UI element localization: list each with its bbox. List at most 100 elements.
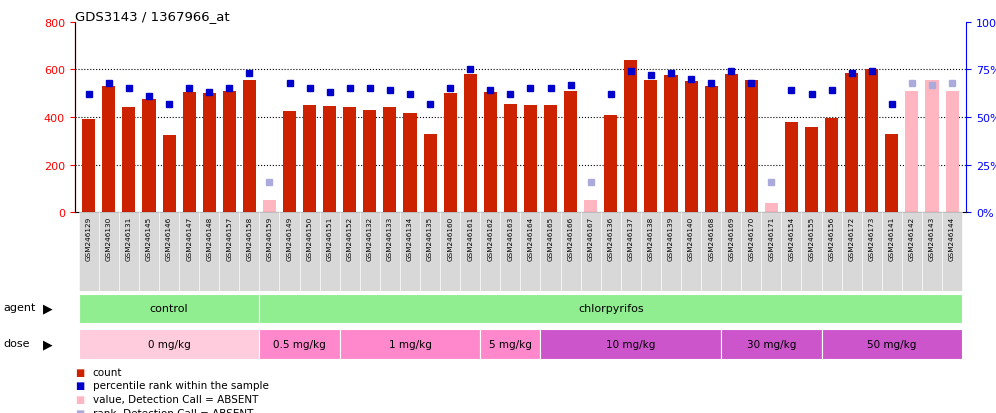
- Bar: [644, 81, 657, 213]
- Text: GSM246148: GSM246148: [206, 216, 212, 261]
- Text: GSM246146: GSM246146: [166, 216, 172, 261]
- Bar: [123, 108, 135, 213]
- Bar: [885, 134, 898, 213]
- FancyBboxPatch shape: [822, 213, 842, 291]
- FancyBboxPatch shape: [862, 213, 881, 291]
- FancyBboxPatch shape: [300, 213, 320, 291]
- FancyBboxPatch shape: [340, 213, 360, 291]
- Text: 30 mg/kg: 30 mg/kg: [747, 339, 796, 349]
- Bar: [544, 106, 557, 213]
- Bar: [303, 106, 316, 213]
- Bar: [765, 203, 778, 213]
- Text: 0 mg/kg: 0 mg/kg: [147, 339, 190, 349]
- Text: GSM246162: GSM246162: [487, 216, 493, 261]
- FancyBboxPatch shape: [601, 213, 621, 291]
- Text: 10 mg/kg: 10 mg/kg: [607, 339, 655, 349]
- FancyBboxPatch shape: [179, 213, 199, 291]
- FancyBboxPatch shape: [842, 213, 862, 291]
- FancyBboxPatch shape: [259, 213, 280, 291]
- Bar: [423, 134, 436, 213]
- FancyBboxPatch shape: [239, 213, 259, 291]
- Bar: [203, 94, 216, 213]
- Bar: [585, 201, 598, 213]
- FancyBboxPatch shape: [320, 213, 340, 291]
- Text: chlorpyrifos: chlorpyrifos: [578, 304, 643, 314]
- Bar: [504, 104, 517, 213]
- Bar: [524, 106, 537, 213]
- Bar: [323, 107, 337, 213]
- Bar: [785, 122, 798, 213]
- Text: ■: ■: [75, 394, 84, 404]
- FancyBboxPatch shape: [480, 329, 541, 358]
- Text: GSM246133: GSM246133: [386, 216, 392, 261]
- FancyBboxPatch shape: [340, 329, 480, 358]
- FancyBboxPatch shape: [761, 213, 782, 291]
- Text: GSM246171: GSM246171: [768, 216, 774, 261]
- Bar: [805, 127, 818, 213]
- FancyBboxPatch shape: [79, 213, 99, 291]
- Text: GDS3143 / 1367966_at: GDS3143 / 1367966_at: [75, 10, 229, 23]
- Bar: [464, 75, 477, 213]
- FancyBboxPatch shape: [79, 329, 259, 358]
- Text: GSM246157: GSM246157: [226, 216, 232, 261]
- Text: GSM246140: GSM246140: [688, 216, 694, 261]
- Text: GSM246151: GSM246151: [327, 216, 333, 261]
- FancyBboxPatch shape: [460, 213, 480, 291]
- Bar: [182, 93, 195, 213]
- Text: GSM246152: GSM246152: [347, 216, 353, 261]
- Text: count: count: [93, 367, 123, 377]
- Bar: [263, 201, 276, 213]
- FancyBboxPatch shape: [901, 213, 922, 291]
- Text: ▶: ▶: [43, 337, 53, 350]
- Bar: [624, 61, 637, 213]
- FancyBboxPatch shape: [199, 213, 219, 291]
- Text: GSM246147: GSM246147: [186, 216, 192, 261]
- Text: ■: ■: [75, 380, 84, 390]
- Text: GSM246158: GSM246158: [246, 216, 252, 261]
- Text: GSM246129: GSM246129: [86, 216, 92, 261]
- FancyBboxPatch shape: [621, 213, 640, 291]
- Text: GSM246132: GSM246132: [367, 216, 373, 261]
- FancyBboxPatch shape: [360, 213, 379, 291]
- Text: dose: dose: [3, 339, 30, 349]
- FancyBboxPatch shape: [661, 213, 681, 291]
- FancyBboxPatch shape: [721, 329, 822, 358]
- FancyBboxPatch shape: [520, 213, 541, 291]
- Text: rank, Detection Call = ABSENT: rank, Detection Call = ABSENT: [93, 408, 253, 413]
- Bar: [725, 75, 738, 213]
- Text: GSM246169: GSM246169: [728, 216, 734, 261]
- Bar: [162, 135, 175, 213]
- Bar: [283, 112, 296, 213]
- FancyBboxPatch shape: [541, 213, 561, 291]
- Text: GSM246136: GSM246136: [608, 216, 614, 261]
- Bar: [605, 115, 618, 213]
- Text: ■: ■: [75, 408, 84, 413]
- Text: agent: agent: [3, 303, 36, 313]
- Bar: [945, 92, 958, 213]
- Text: GSM246165: GSM246165: [548, 216, 554, 261]
- FancyBboxPatch shape: [561, 213, 581, 291]
- Text: GSM246167: GSM246167: [588, 216, 594, 261]
- FancyBboxPatch shape: [822, 329, 962, 358]
- FancyBboxPatch shape: [99, 213, 119, 291]
- FancyBboxPatch shape: [219, 213, 239, 291]
- FancyBboxPatch shape: [500, 213, 520, 291]
- Text: GSM246164: GSM246164: [528, 216, 534, 261]
- Text: percentile rank within the sample: percentile rank within the sample: [93, 380, 269, 390]
- Text: GSM246168: GSM246168: [708, 216, 714, 261]
- FancyBboxPatch shape: [379, 213, 400, 291]
- Bar: [846, 74, 859, 213]
- Bar: [83, 120, 96, 213]
- Text: GSM246155: GSM246155: [809, 216, 815, 261]
- Text: 50 mg/kg: 50 mg/kg: [868, 339, 916, 349]
- FancyBboxPatch shape: [802, 213, 822, 291]
- Text: GSM246144: GSM246144: [949, 216, 955, 261]
- Text: GSM246160: GSM246160: [447, 216, 453, 261]
- Bar: [905, 92, 918, 213]
- Bar: [745, 81, 758, 213]
- Text: GSM246143: GSM246143: [929, 216, 935, 261]
- Text: GSM246130: GSM246130: [106, 216, 112, 261]
- Text: GSM246145: GSM246145: [146, 216, 152, 261]
- Bar: [564, 92, 577, 213]
- FancyBboxPatch shape: [782, 213, 802, 291]
